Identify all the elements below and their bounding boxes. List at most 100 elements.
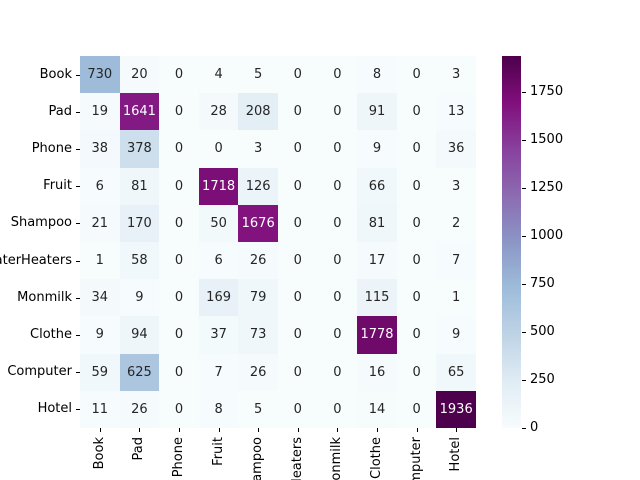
heatmap-cell: 81 <box>357 204 397 242</box>
heatmap-cell: 0 <box>317 353 358 391</box>
heatmap-cell: 0 <box>159 242 199 280</box>
heatmap-cell: 21 <box>80 204 120 242</box>
heatmap-cell: 1936 <box>436 390 476 428</box>
heatmap-cell: 1778 <box>357 316 397 354</box>
heatmap-cell: 2 <box>436 204 476 242</box>
x-axis-label: WaterHeaters <box>290 437 306 480</box>
heatmap-cell: 0 <box>277 204 318 242</box>
heatmap-cell: 0 <box>317 316 358 354</box>
x-axis-label: Hotel <box>448 437 464 472</box>
y-axis-tick <box>76 186 80 187</box>
heatmap-cell: 0 <box>396 93 437 131</box>
heatmap-cell: 0 <box>396 204 437 242</box>
heatmap-cell: 1 <box>80 242 120 280</box>
heatmap-cell: 6 <box>198 242 239 280</box>
x-axis-label: Clothe <box>369 437 384 479</box>
heatmap-cell: 38 <box>80 130 120 168</box>
heatmap-cell: 17 <box>357 242 397 280</box>
heatmap-cell: 91 <box>357 93 397 131</box>
heatmap-cell: 37 <box>198 316 239 354</box>
heatmap: 730 20 0 4 5 0 0 8 0 3 19 1641 0 28 208 0 0 91 0 13 38 378 0 0 3… <box>80 56 476 428</box>
heatmap-cell: 1676 <box>238 204 278 242</box>
heatmap-cell: 3 <box>436 56 476 94</box>
x-axis-tick <box>417 428 418 432</box>
heatmap-cell: 208 <box>238 93 278 131</box>
heatmap-cell: 20 <box>119 56 160 94</box>
x-axis-label: Monmilk <box>329 437 345 480</box>
y-axis-label: Shampoo <box>10 215 72 231</box>
x-axis-label: Phone <box>171 437 186 478</box>
heatmap-cell: 81 <box>119 167 160 205</box>
heatmap-cell: 115 <box>357 279 397 317</box>
heatmap-cell: 73 <box>238 316 278 354</box>
heatmap-cell: 730 <box>80 56 120 94</box>
heatmap-cell: 126 <box>238 167 278 205</box>
heatmap-cell: 0 <box>159 390 199 428</box>
colorbar-tick-label: 250 <box>530 371 555 387</box>
x-axis-tick <box>258 428 259 432</box>
colorbar-tick-label: 0 <box>530 420 539 435</box>
heatmap-cell: 0 <box>277 130 318 168</box>
heatmap-cell: 4 <box>198 56 239 94</box>
heatmap-cell: 1641 <box>119 93 160 131</box>
colorbar-tick-label: 1500 <box>530 131 564 147</box>
x-axis-tick <box>456 428 457 432</box>
heatmap-cell: 59 <box>80 353 120 391</box>
y-axis-tick <box>76 149 80 150</box>
heatmap-cell: 0 <box>198 130 239 168</box>
y-axis-tick <box>76 298 80 299</box>
x-axis-tick <box>179 428 180 432</box>
heatmap-cell: 0 <box>277 242 318 280</box>
heatmap-cell: 9 <box>119 279 160 317</box>
heatmap-cell: 0 <box>159 56 199 94</box>
heatmap-cell: 0 <box>317 93 358 131</box>
heatmap-cell: 9 <box>80 316 120 354</box>
heatmap-cell: 0 <box>396 316 437 354</box>
y-axis-label: Pad <box>48 103 72 119</box>
colorbar-tick-label: 750 <box>530 275 555 291</box>
colorbar-tick <box>522 428 526 429</box>
colorbar-tick-label: 1750 <box>530 83 564 99</box>
colorbar-tick <box>522 380 526 381</box>
heatmap-cell: 5 <box>238 390 278 428</box>
y-axis-label: Book <box>39 66 72 82</box>
x-axis-label: Shampoo <box>250 437 266 480</box>
x-axis-label: Fruit <box>210 437 226 466</box>
x-axis-label: Pad <box>131 437 147 461</box>
heatmap-cell: 170 <box>119 204 160 242</box>
y-axis-tick <box>76 372 80 373</box>
y-axis-label: Computer <box>7 364 72 380</box>
heatmap-cell: 28 <box>198 93 239 131</box>
heatmap-cell: 13 <box>436 93 476 131</box>
heatmap-cell: 0 <box>277 93 318 131</box>
heatmap-cell: 36 <box>436 130 476 168</box>
heatmap-cell: 14 <box>357 390 397 428</box>
heatmap-cell: 50 <box>198 204 239 242</box>
colorbar <box>502 56 521 428</box>
heatmap-cell: 0 <box>317 242 358 280</box>
heatmap-cell: 0 <box>159 204 199 242</box>
heatmap-cell: 26 <box>238 353 278 391</box>
colorbar-tick-label: 1250 <box>530 179 564 195</box>
heatmap-cell: 3 <box>238 130 278 168</box>
y-axis-label: Fruit <box>43 178 72 194</box>
heatmap-cell: 0 <box>159 279 199 317</box>
heatmap-cell: 0 <box>277 56 318 94</box>
heatmap-cell: 0 <box>317 130 358 168</box>
heatmap-cell: 26 <box>238 242 278 280</box>
y-axis-label: Phone <box>31 141 72 156</box>
y-axis-label: Clothe <box>30 327 72 342</box>
heatmap-cell: 16 <box>357 353 397 391</box>
heatmap-cell: 169 <box>198 279 239 317</box>
x-axis-tick <box>298 428 299 432</box>
heatmap-cell: 65 <box>436 353 476 391</box>
colorbar-tick <box>522 188 526 189</box>
y-axis-tick <box>76 409 80 410</box>
heatmap-cell: 0 <box>159 353 199 391</box>
heatmap-cell: 9 <box>436 316 476 354</box>
heatmap-cell: 0 <box>277 279 318 317</box>
heatmap-cell: 7 <box>436 242 476 280</box>
heatmap-cell: 8 <box>198 390 239 428</box>
heatmap-cell: 94 <box>119 316 160 354</box>
